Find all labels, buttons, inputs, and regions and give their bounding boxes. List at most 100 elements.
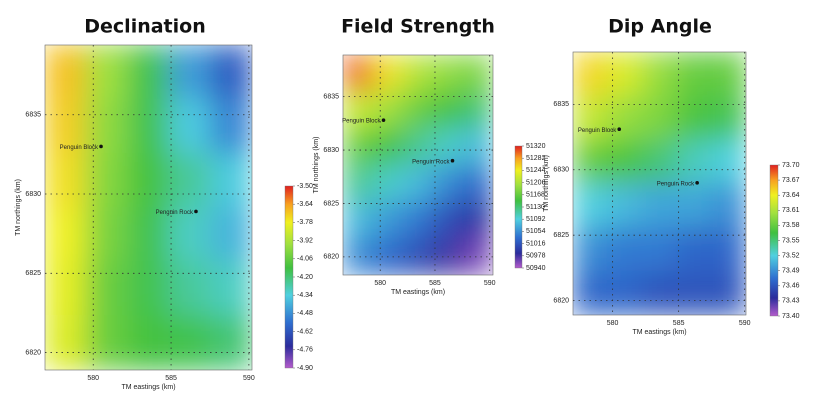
- heat-cell: [432, 55, 464, 93]
- colorbar-label: 73.70: [782, 162, 800, 169]
- heat-cell: [676, 183, 712, 228]
- colorbar-label: -4.62: [297, 328, 313, 335]
- heat-cell: [168, 98, 212, 154]
- heat-cell: [402, 237, 434, 275]
- chart-title: Dip Angle: [608, 16, 712, 38]
- heat-cell: [641, 183, 678, 228]
- heat-cell: [402, 127, 434, 166]
- plot-frame: [572, 51, 747, 316]
- heat-cell: [168, 45, 212, 100]
- colorbar-label: -4.06: [297, 256, 313, 263]
- heat-cell: [432, 127, 464, 166]
- heat-cell: [85, 315, 129, 370]
- colorbar-label: -4.76: [297, 347, 313, 354]
- site-marker: [381, 118, 386, 122]
- heat-cell: [607, 270, 643, 315]
- colorbar-label: 73.64: [782, 192, 800, 199]
- heat-cell: [127, 152, 170, 208]
- heat-cell: [402, 164, 434, 203]
- heat-cell: [432, 201, 464, 239]
- heat-cell: [127, 261, 170, 317]
- y-axis-label: TM northings (km): [313, 137, 320, 194]
- heat-cell: [607, 226, 643, 272]
- colorbar-label: 73.55: [782, 237, 800, 244]
- colorbar-label: 50978: [526, 253, 546, 260]
- heat-cell: [210, 152, 252, 208]
- heat-cell: [641, 139, 678, 184]
- heat-cell: [45, 152, 87, 208]
- colorbar-label: 73.46: [782, 283, 800, 290]
- panel: Dip Angle 580 585 590 6820 6825 6830 6835 TM eas…: [543, 16, 800, 336]
- heat-cell: [607, 183, 643, 228]
- heat-cell: [573, 139, 609, 184]
- colorbar-label: -4.90: [297, 365, 313, 372]
- colorbar-label: -4.20: [297, 274, 313, 281]
- x-tick-label: 590: [739, 320, 751, 327]
- x-tick-label: 585: [429, 280, 441, 287]
- heat-cell: [607, 52, 643, 97]
- site-marker: [450, 158, 455, 163]
- colorbar-label: 73.40: [782, 313, 800, 320]
- heat-cell: [462, 237, 493, 275]
- heat-cell: [432, 91, 464, 129]
- heat-cell: [85, 207, 129, 263]
- heat-cell: [573, 226, 609, 272]
- y-tick-label: 6830: [323, 147, 339, 154]
- heat-cell: [210, 45, 252, 100]
- colorbar-label: 51320: [526, 143, 546, 150]
- heat-cell: [462, 55, 493, 93]
- site-label: Penguin Rock: [156, 210, 194, 216]
- colorbar-label: 73.52: [782, 252, 800, 259]
- heat-cell: [676, 52, 712, 97]
- panel: Declination 580 585 590 6820 6825 6830 6835 TM e…: [15, 16, 313, 391]
- heat-cell: [343, 91, 374, 129]
- y-tick-label: 6825: [25, 270, 41, 277]
- heat-cell: [641, 270, 678, 315]
- heat-cell: [127, 98, 170, 154]
- heat-field: [45, 45, 252, 370]
- heat-cell: [573, 270, 609, 315]
- heat-cell: [210, 207, 252, 263]
- heat-cell: [343, 127, 374, 166]
- y-tick-label: 6820: [25, 349, 41, 356]
- heat-cell: [641, 95, 678, 141]
- colorbar: [284, 185, 294, 369]
- colorbar-label: 73.43: [782, 298, 800, 305]
- heat-cell: [641, 52, 678, 97]
- y-tick-label: 6820: [323, 254, 339, 261]
- heat-cell: [210, 315, 252, 370]
- heat-cell: [372, 55, 404, 93]
- heat-cell: [168, 315, 212, 370]
- x-tick-label: 585: [165, 375, 177, 382]
- panel: Field Strength 580 585 590 6820 6825 6830 6835 T…: [313, 16, 546, 296]
- heat-cell: [127, 207, 170, 263]
- colorbar-label: 73.67: [782, 177, 800, 184]
- x-tick-label: 590: [243, 375, 255, 382]
- heat-cell: [676, 226, 712, 272]
- heat-cell: [710, 270, 746, 315]
- heat-cell: [45, 315, 87, 370]
- plot-frame: [44, 44, 253, 371]
- heat-cell: [607, 139, 643, 184]
- colorbar: [769, 164, 779, 317]
- colorbar-label: -3.50: [297, 183, 313, 190]
- heat-cell: [402, 91, 434, 129]
- heat-cell: [343, 237, 374, 275]
- heat-cell: [710, 52, 746, 97]
- colorbar-label: 51206: [526, 179, 546, 186]
- site-label: Penguin Block: [60, 145, 99, 151]
- heat-cell: [85, 261, 129, 317]
- heat-cell: [372, 127, 404, 166]
- heat-cell: [573, 183, 609, 228]
- x-tick-label: 585: [673, 320, 685, 327]
- colorbar-label: 73.61: [782, 207, 800, 214]
- chart-title: Declination: [84, 16, 205, 38]
- heat-cell: [210, 261, 252, 317]
- colorbar-label: 73.58: [782, 222, 800, 229]
- x-axis-label: TM eastings (km): [391, 289, 445, 296]
- site-marker: [617, 127, 622, 131]
- heat-cell: [676, 95, 712, 141]
- colorbar-label: 51016: [526, 240, 546, 247]
- chart-title: Field Strength: [341, 16, 495, 38]
- heat-cell: [343, 201, 374, 239]
